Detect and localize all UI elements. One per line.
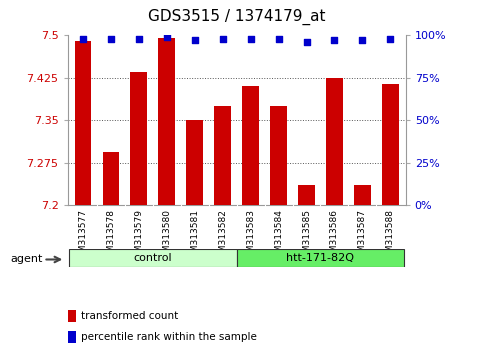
Text: GSM313580: GSM313580	[162, 209, 171, 264]
Point	[79, 36, 87, 42]
Text: GSM313587: GSM313587	[358, 209, 367, 264]
Text: GSM313581: GSM313581	[190, 209, 199, 264]
Text: GSM313585: GSM313585	[302, 209, 311, 264]
Point	[163, 34, 170, 40]
Bar	[298, 185, 315, 205]
Bar	[270, 106, 287, 205]
Text: GSM313577: GSM313577	[79, 209, 87, 264]
Point	[247, 36, 255, 42]
Bar	[382, 84, 399, 205]
Text: GSM313582: GSM313582	[218, 209, 227, 264]
Text: GSM313579: GSM313579	[134, 209, 143, 264]
Point	[358, 38, 366, 43]
Text: agent: agent	[11, 254, 43, 264]
Bar	[214, 106, 231, 205]
Text: percentile rank within the sample: percentile rank within the sample	[81, 332, 257, 342]
Point	[219, 36, 227, 42]
Point	[386, 36, 394, 42]
Point	[107, 36, 115, 42]
Text: GSM313586: GSM313586	[330, 209, 339, 264]
Bar	[237, 249, 404, 267]
Bar	[354, 185, 371, 205]
Text: transformed count: transformed count	[81, 311, 178, 321]
Text: GSM313583: GSM313583	[246, 209, 255, 264]
Point	[303, 39, 311, 45]
Text: GSM313584: GSM313584	[274, 209, 283, 264]
Point	[275, 36, 283, 42]
Bar	[158, 38, 175, 205]
Text: GSM313578: GSM313578	[106, 209, 115, 264]
Bar	[326, 78, 343, 205]
Point	[135, 36, 143, 42]
Bar	[74, 41, 91, 205]
Bar	[102, 152, 119, 205]
Bar	[242, 86, 259, 205]
Text: htt-171-82Q: htt-171-82Q	[286, 253, 355, 263]
Point	[330, 38, 338, 43]
Bar	[130, 72, 147, 205]
Bar	[69, 249, 237, 267]
Point	[191, 38, 199, 43]
Bar	[186, 120, 203, 205]
Text: GDS3515 / 1374179_at: GDS3515 / 1374179_at	[148, 9, 326, 25]
Text: GSM313588: GSM313588	[386, 209, 395, 264]
Text: control: control	[133, 253, 172, 263]
